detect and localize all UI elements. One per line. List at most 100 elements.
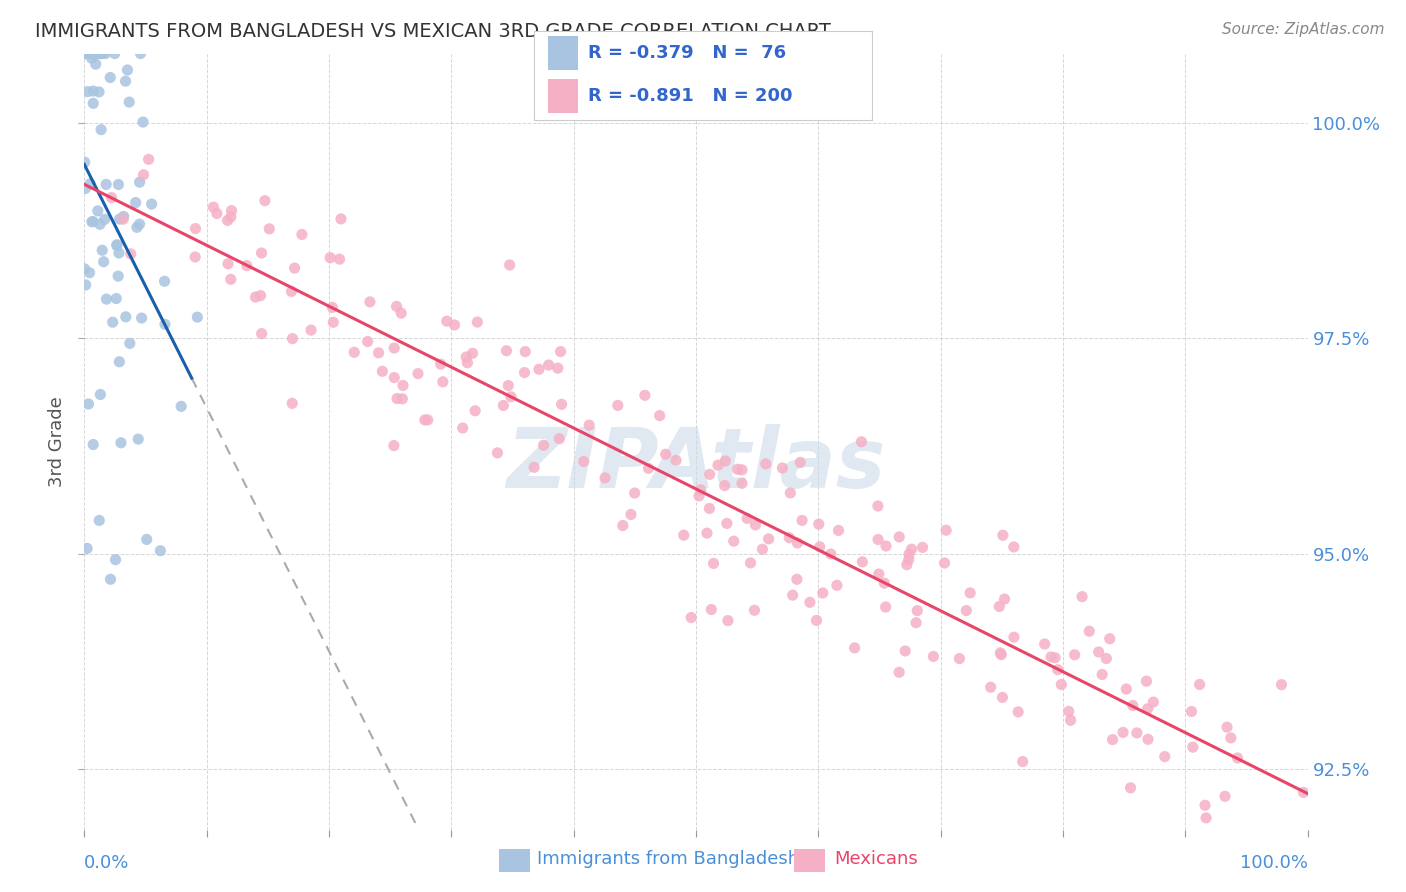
Point	[75, 46, 97, 61]
Point	[456, 356, 478, 370]
Point	[107, 178, 129, 192]
Point	[744, 603, 766, 617]
Point	[93, 254, 115, 268]
Point	[1063, 648, 1085, 662]
Point	[606, 398, 628, 412]
Point	[770, 461, 793, 475]
Point	[851, 555, 873, 569]
Point	[385, 299, 408, 313]
Point	[988, 599, 1011, 614]
Point	[118, 336, 141, 351]
Point	[82, 214, 104, 228]
Point	[537, 358, 560, 372]
Point	[80, 51, 103, 65]
Point	[76, 541, 98, 556]
Point	[1181, 740, 1204, 755]
Point	[75, 181, 97, 195]
Point	[955, 604, 977, 618]
Point	[299, 323, 322, 337]
Point	[499, 390, 522, 404]
Point	[799, 595, 821, 609]
Point	[612, 518, 634, 533]
Point	[1142, 695, 1164, 709]
Point	[108, 355, 131, 369]
Point	[356, 334, 378, 349]
Point	[112, 212, 135, 227]
Point	[896, 558, 918, 572]
Point	[751, 542, 773, 557]
Point	[716, 516, 738, 531]
Point	[681, 610, 703, 624]
Point	[786, 536, 808, 550]
Point	[1270, 678, 1292, 692]
Point	[84, 46, 107, 61]
Text: 100.0%: 100.0%	[1240, 854, 1308, 871]
Point	[385, 392, 408, 406]
Point	[548, 432, 571, 446]
Point	[1087, 645, 1109, 659]
Point	[443, 318, 465, 332]
Point	[124, 195, 146, 210]
Point	[990, 648, 1012, 662]
Point	[1043, 650, 1066, 665]
Point	[343, 345, 366, 359]
Text: R = -0.379   N =  76: R = -0.379 N = 76	[588, 44, 786, 62]
Point	[153, 318, 176, 332]
Point	[89, 46, 111, 61]
Point	[1112, 725, 1135, 739]
Point	[1002, 630, 1025, 644]
Point	[253, 194, 276, 208]
Point	[205, 206, 228, 220]
Point	[94, 46, 117, 61]
Point	[634, 388, 657, 402]
Point	[321, 301, 343, 315]
Point	[219, 272, 242, 286]
Point	[779, 486, 801, 500]
Point	[811, 586, 834, 600]
Point	[897, 547, 920, 561]
Point	[905, 615, 928, 630]
Point	[648, 409, 671, 423]
Point	[578, 418, 600, 433]
Point	[114, 74, 136, 88]
Point	[76, 85, 98, 99]
Point	[620, 508, 643, 522]
Point	[359, 294, 381, 309]
Point	[322, 315, 344, 329]
Point	[713, 478, 735, 492]
Point	[498, 258, 520, 272]
Point	[91, 244, 114, 258]
Point	[284, 261, 307, 276]
Point	[114, 310, 136, 324]
Point	[991, 528, 1014, 542]
Point	[219, 210, 242, 224]
Point	[75, 46, 97, 61]
Point	[104, 552, 127, 566]
Point	[79, 177, 101, 191]
Point	[696, 526, 718, 541]
Point	[572, 454, 595, 468]
Point	[1194, 798, 1216, 813]
Point	[120, 247, 142, 261]
Point	[91, 46, 114, 61]
Point	[328, 252, 350, 267]
Point	[935, 523, 957, 537]
Point	[382, 439, 405, 453]
Point	[911, 541, 934, 555]
Point	[330, 211, 353, 226]
Point	[184, 221, 207, 235]
Point	[1219, 731, 1241, 745]
Point	[464, 404, 486, 418]
Text: Immigrants from Bangladesh: Immigrants from Bangladesh	[537, 850, 799, 868]
Point	[900, 542, 922, 557]
Point	[128, 217, 150, 231]
Point	[1216, 720, 1239, 734]
Point	[170, 400, 193, 414]
Point	[868, 566, 890, 581]
Point	[498, 378, 520, 392]
Point	[1059, 714, 1081, 728]
Point	[100, 191, 122, 205]
Point	[1119, 780, 1142, 795]
Point	[87, 46, 110, 61]
Point	[1046, 663, 1069, 677]
